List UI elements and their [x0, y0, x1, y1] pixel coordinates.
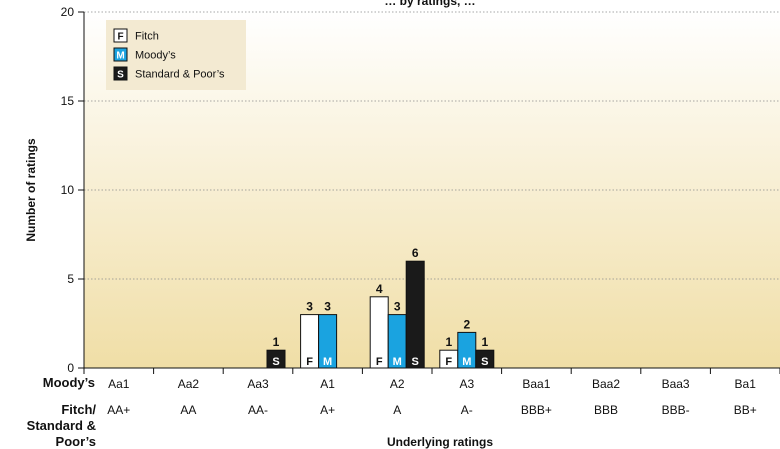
row-label-standard: Standard & [27, 418, 96, 433]
bar-series-key-label: F [445, 356, 452, 368]
legend-swatch-key: M [116, 51, 124, 62]
bar-series-key-label: M [462, 356, 471, 368]
legend-box [106, 20, 246, 90]
x-tick-label-moodys: Baa3 [662, 377, 690, 391]
x-tick-label-moodys: Aa3 [247, 377, 269, 391]
bar-s [405, 260, 425, 369]
legend-entry-label: Standard & Poor’s [135, 69, 225, 81]
x-tick-label-moodys: A1 [320, 377, 335, 391]
row-label-poors: Poor’s [56, 434, 96, 449]
bar-series-key-label: F [376, 356, 383, 368]
x-tick-label-fitch-sp: A+ [320, 403, 335, 417]
x-tick-label-moodys: A3 [459, 377, 474, 391]
x-tick-label-fitch-sp: BBB- [662, 403, 690, 417]
legend-entry-label: Moody’s [135, 50, 176, 62]
row-label-moodys: Moody’s [43, 375, 95, 390]
legend-swatch-key: S [117, 70, 124, 81]
y-tick-label: 10 [61, 183, 75, 197]
bar-series-key-label: F [306, 356, 313, 368]
bar-series-key-label: S [272, 356, 279, 368]
y-tick-label: 15 [61, 94, 75, 108]
legend-swatch-f [113, 28, 128, 43]
bar-value-label: 3 [394, 300, 401, 314]
x-tick-label-moodys: Aa2 [178, 377, 200, 391]
x-tick-label-fitch-sp: AA- [248, 403, 268, 417]
x-tick-label-fitch-sp: BB+ [734, 403, 757, 417]
bar-series-key-label: M [393, 356, 402, 368]
bar-value-label: 3 [306, 300, 313, 314]
x-tick-label-moodys: Baa2 [592, 377, 620, 391]
y-axis: 0 5 10 15 20 [61, 5, 85, 375]
x-tick-label-moodys: A2 [390, 377, 405, 391]
bar-series-key-label: S [481, 356, 488, 368]
x-tick-label-fitch-sp: BBB [594, 403, 618, 417]
bar-value-label: 1 [445, 335, 452, 349]
bar-value-label: 2 [463, 317, 470, 331]
bar-series-key-label: S [412, 356, 419, 368]
x-tick-label-fitch-sp: AA [180, 403, 196, 417]
x-tick-label-fitch-sp: A [393, 403, 401, 417]
y-tick-label: 20 [61, 5, 75, 19]
x-tick-label-fitch-sp: BBB+ [521, 403, 552, 417]
legend-swatch-key: F [117, 32, 123, 43]
legend-swatch-s [113, 66, 128, 81]
chart-title: … by ratings, … [384, 0, 475, 8]
x-axis-title: Underlying ratings [387, 435, 493, 449]
legend: F Fitch M Moody’s S Standard & Poor’s [106, 20, 246, 90]
y-tick-label: 0 [67, 361, 74, 375]
bar-series-key-label: M [323, 356, 332, 368]
x-tick-label-moodys: Ba1 [735, 377, 757, 391]
bar-value-label: 3 [324, 300, 331, 314]
legend-entry-label: Fitch [135, 31, 159, 43]
x-tick-label-fitch-sp: A- [461, 403, 473, 417]
bar-value-label: 6 [412, 246, 419, 260]
legend-swatch-m [113, 47, 128, 62]
x-axis: Aa1 AA+ Aa2 AA Aa3 AA- A1 A+ A2 A A3 A- Baa1 BBB+ Baa2… [83, 367, 780, 417]
bar-value-label: 1 [273, 335, 280, 349]
y-tick-label: 5 [67, 272, 74, 286]
bar-value-label: 4 [376, 282, 383, 296]
x-tick-label-moodys: Aa1 [108, 377, 130, 391]
gridlines [84, 11, 780, 280]
x-tick-label-moodys: Baa1 [522, 377, 550, 391]
bar-value-label: 1 [481, 335, 488, 349]
x-tick-label-fitch-sp: AA+ [107, 403, 130, 417]
y-axis-title: Number of ratings [24, 138, 38, 242]
row-label-fitch: Fitch/ [61, 402, 96, 417]
